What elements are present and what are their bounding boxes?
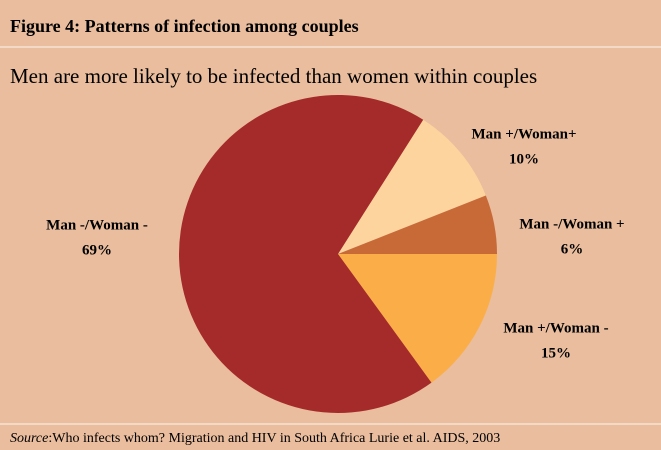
- source-text: :Who infects whom? Migration and HIV in …: [48, 431, 500, 446]
- source: Source:Who infects whom? Migration and H…: [10, 431, 500, 446]
- slice-value: 6%: [561, 241, 584, 257]
- source-label: Source: [10, 431, 48, 446]
- slice-label: Man -/Woman -: [46, 217, 148, 233]
- slice-label: Man +/Woman+: [471, 126, 576, 142]
- chart-title: Figure 4: Patterns of infection among co…: [10, 16, 359, 36]
- pie-slice: [338, 254, 497, 383]
- pie-slice: [338, 119, 486, 254]
- slice-value: 15%: [541, 345, 571, 361]
- slice-value: 69%: [82, 242, 112, 258]
- slice-label: Man -/Woman +: [519, 216, 624, 232]
- slice-label: Man +/Woman -: [503, 320, 608, 336]
- pie-slice: [338, 195, 497, 254]
- pie-slice: [178, 94, 432, 413]
- slice-value: 10%: [509, 151, 539, 167]
- chart-subtitle: Men are more likely to be infected than …: [10, 64, 537, 88]
